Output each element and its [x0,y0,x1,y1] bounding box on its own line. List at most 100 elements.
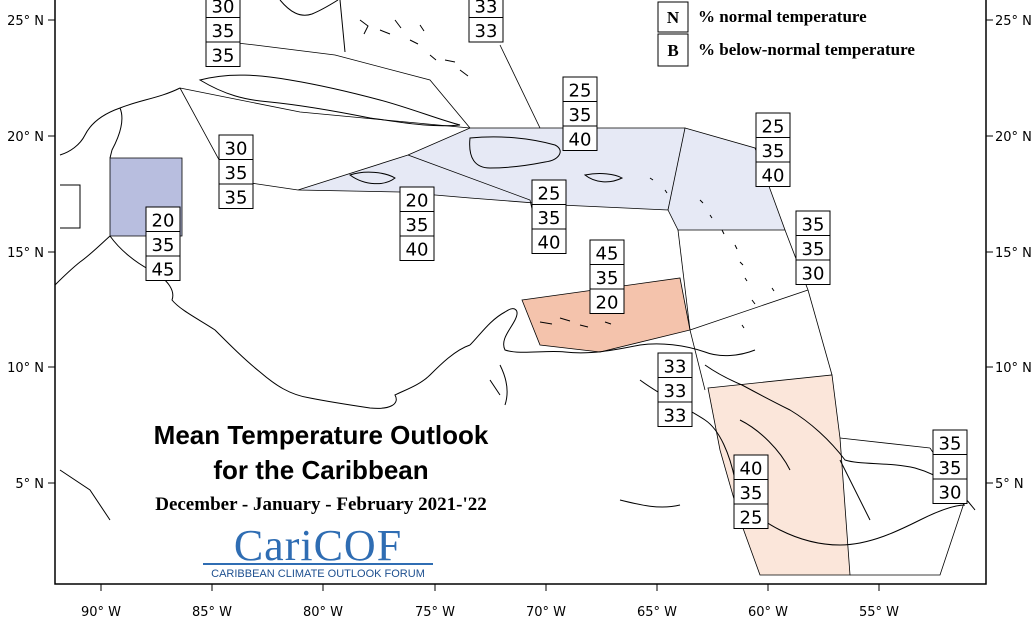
probability-value: 40 [569,130,592,151]
y-tick-label-left: 10° N [7,361,44,376]
probability-cell [468,17,504,43]
probability-cell [733,503,769,529]
x-tick-label: 70° W [526,605,566,620]
legend-key-b [657,33,689,67]
probability-value: 30 [802,264,825,285]
x-tick-label: 55° W [859,605,899,620]
probability-value: 20 [406,191,429,212]
y-axis-right: 25° N 20° N 15° N 10° N 5° N [986,14,1032,492]
y-tick-label-right: 20° N [995,130,1032,145]
probability-box: 25 35 40 [531,179,567,254]
x-tick-label: 75° W [415,605,455,620]
probability-box: 20 35 45 [145,206,181,281]
probability-value: 40 [740,459,763,480]
probability-value: 35 [406,215,429,236]
x-tick-label: 60° W [748,605,788,620]
map-title: Mean Temperature Outlook for the Caribbe… [154,420,489,515]
probability-cell [205,41,241,67]
probability-value: 35 [762,141,785,162]
probability-value: 40 [406,240,429,261]
probability-value: 33 [664,357,687,378]
probability-value: 20 [152,211,175,232]
probability-value: 35 [569,105,592,126]
probability-cell [218,183,254,209]
probability-value: 30 [939,483,962,504]
probability-box: 35 35 30 [932,429,968,504]
probability-value: 35 [538,208,561,229]
probability-box: 30 35 35 [205,0,241,67]
probability-cell [795,259,831,285]
probability-box: 35 35 30 [795,210,831,285]
probability-value: 35 [225,163,248,184]
y-axis-left: 25° N 20° N 15° N 10° N 5° N [7,14,55,492]
probability-value: 35 [939,458,962,479]
probability-cell [755,137,791,163]
x-tick-label: 90° W [81,605,121,620]
probability-value: 35 [939,434,962,455]
probability-value: 35 [212,21,235,42]
y-tick-label-right: 10° N [995,361,1032,376]
probability-cell [932,478,968,504]
y-tick-label-left: 20° N [7,130,44,145]
probability-cell [399,211,435,237]
probability-value: 35 [225,188,248,209]
probability-value: 33 [475,0,498,18]
probability-value: 25 [762,117,785,138]
probability-box: 25 35 40 [755,112,791,187]
probability-value: 20 [596,293,619,314]
probability-boxes: 3035353333253540303535253540203545203540… [145,0,968,529]
logo-tagline: CARIBBEAN CLIMATE OUTLOOK FORUM [211,568,425,580]
y-tick-label-left: 15° N [7,246,44,261]
logo-name: CariCOF [234,521,402,570]
probability-value: 33 [475,21,498,42]
probability-cell [145,206,181,232]
probability-value: 30 [225,139,248,160]
title-period: December - January - February 2021-'22 [155,494,487,515]
probability-box: 20 35 40 [399,186,435,261]
probability-cell [145,255,181,281]
probability-cell [755,161,791,187]
y-tick-label-left: 25° N [7,14,44,29]
title-line-2: for the Caribbean [213,455,428,485]
probability-cell [531,179,567,205]
probability-value: 35 [596,268,619,289]
x-tick-label: 85° W [192,605,232,620]
x-axis: 90° W 85° W 80° W 75° W 70° W 65° W 60° W 55° W [81,584,899,620]
legend-letter-n: N [667,8,680,27]
probability-cell [932,429,968,455]
probability-cell [531,228,567,254]
probability-value: 35 [740,483,763,504]
probability-cell [589,288,625,314]
probability-cell [589,239,625,265]
probability-cell [399,235,435,261]
x-tick-label: 65° W [637,605,677,620]
probability-value: 35 [152,235,175,256]
probability-cell [531,204,567,230]
region-abc-islands [521,277,691,353]
y-tick-label-right: 25° N [995,14,1032,29]
probability-value: 45 [596,244,619,265]
probability-box: 40 35 25 [733,454,769,529]
probability-value: 30 [212,0,235,18]
probability-box: 25 35 40 [562,76,598,151]
probability-value: 35 [802,239,825,260]
probability-value: 25 [740,508,763,529]
probability-cell [562,101,598,127]
probability-cell [657,401,693,427]
probability-value: 40 [762,166,785,187]
legend-key-n [657,1,689,33]
legend: N % normal temperature B % below-normal … [657,1,915,67]
coastlines [54,0,976,546]
probability-value: 40 [538,233,561,254]
probability-value: 33 [664,381,687,402]
legend-label-normal: % normal temperature [698,7,867,26]
probability-value: 35 [802,215,825,236]
legend-label-below: % below-normal temperature [698,40,915,59]
probability-value: 35 [212,46,235,67]
probability-cell [733,454,769,480]
probability-value: 25 [569,81,592,102]
title-line-1: Mean Temperature Outlook [154,420,489,450]
caricof-logo: CariCOF CARIBBEAN CLIMATE OUTLOOK FORUM [203,521,433,580]
